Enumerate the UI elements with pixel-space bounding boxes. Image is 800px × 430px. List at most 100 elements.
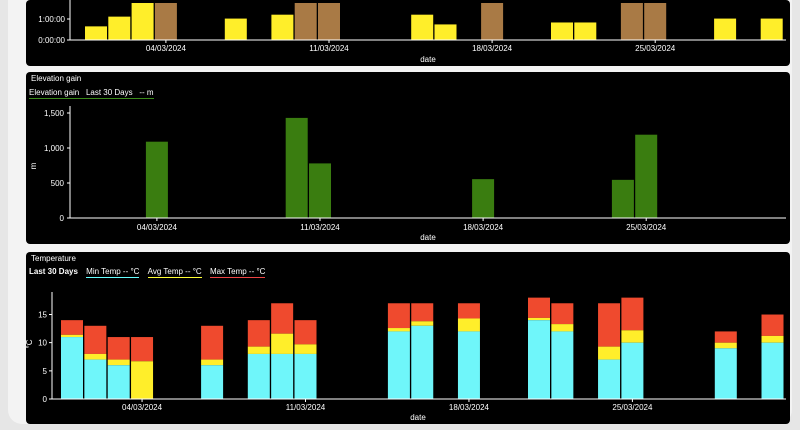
x-tick-label: 11/03/2024 (300, 223, 340, 232)
temperature-legend: Last 30 Days Min Temp -- °C Avg Temp -- … (29, 267, 266, 278)
elevation-bar[interactable] (635, 134, 658, 218)
x-tick-label: 04/03/2024 (122, 403, 163, 412)
min-temp-segment[interactable] (598, 359, 621, 399)
avg-temp-segment[interactable] (761, 335, 784, 343)
min-temp-segment[interactable] (247, 353, 270, 399)
avg-temp-segment[interactable] (528, 317, 550, 321)
duration-bar[interactable] (481, 3, 504, 40)
x-axis-label: date (420, 233, 436, 242)
duration-bar[interactable] (294, 3, 317, 40)
max-temp-segment[interactable] (411, 303, 434, 322)
panel-title: Elevation gain (31, 74, 82, 83)
min-temp-segment[interactable] (528, 320, 550, 399)
duration-bar[interactable] (620, 3, 643, 40)
max-temp-segment[interactable] (387, 303, 410, 329)
x-axis-label: date (420, 55, 436, 64)
duration-bar[interactable] (318, 3, 340, 40)
max-temp-segment[interactable] (457, 303, 480, 319)
avg-temp-segment[interactable] (598, 346, 621, 360)
x-tick-label: 18/03/2024 (463, 223, 504, 232)
avg-temp-segment[interactable] (107, 359, 130, 366)
avg-temp-segment[interactable] (201, 359, 224, 366)
legend-series-label: Elevation gain (29, 88, 80, 97)
max-temp-segment[interactable] (247, 320, 270, 347)
avg-temp-segment[interactable] (247, 346, 270, 354)
panel-title: Temperature (31, 254, 76, 263)
duration-bar[interactable] (85, 26, 107, 40)
min-temp-segment[interactable] (551, 331, 574, 399)
elevation-bar[interactable] (145, 141, 168, 218)
duration-bar[interactable] (714, 18, 737, 40)
duration-bar[interactable] (760, 18, 783, 40)
y-tick-label: 10 (38, 339, 47, 348)
legend-min-temp[interactable]: Min Temp -- °C (86, 267, 140, 278)
duration-bar[interactable] (108, 16, 131, 40)
y-tick-label: 1:00:00 (38, 15, 65, 24)
legend-max-temp[interactable]: Max Temp -- °C (209, 267, 266, 278)
elevation-bar[interactable] (472, 179, 495, 218)
max-temp-segment[interactable] (761, 314, 784, 336)
min-temp-segment[interactable] (271, 353, 294, 399)
max-temp-segment[interactable] (201, 325, 224, 360)
min-temp-segment[interactable] (387, 331, 410, 399)
avg-temp-segment[interactable] (411, 321, 434, 326)
min-temp-segment[interactable] (761, 342, 784, 399)
min-temp-segment[interactable] (107, 365, 130, 399)
max-temp-segment[interactable] (598, 303, 621, 347)
legend-range: Last 30 Days (29, 267, 78, 276)
max-temp-segment[interactable] (551, 303, 574, 325)
x-tick-label: 25/03/2024 (612, 403, 653, 412)
x-tick-label: 04/03/2024 (146, 44, 187, 53)
min-temp-segment[interactable] (61, 337, 83, 399)
max-temp-segment[interactable] (84, 325, 107, 354)
duration-bar[interactable] (551, 22, 573, 40)
max-temp-segment[interactable] (528, 297, 550, 318)
avg-temp-segment[interactable] (131, 361, 154, 399)
duration-bar[interactable] (434, 24, 457, 40)
elevation-legend[interactable]: Elevation gain Last 30 Days -- m (29, 88, 154, 99)
x-axis-label: date (410, 413, 426, 422)
elevation-bars (145, 117, 658, 218)
avg-temp-segment[interactable] (714, 342, 737, 349)
max-temp-segment[interactable] (107, 337, 130, 360)
min-temp-segment[interactable] (84, 359, 107, 399)
y-tick-label: 15 (38, 311, 47, 320)
legend-value: -- m (139, 88, 154, 97)
elevation-bar[interactable] (285, 117, 308, 218)
duration-bar[interactable] (411, 14, 434, 40)
avg-temp-segment[interactable] (84, 353, 107, 360)
max-temp-segment[interactable] (271, 303, 294, 334)
min-temp-segment[interactable] (714, 348, 737, 399)
min-temp-segment[interactable] (201, 365, 224, 399)
min-temp-segment[interactable] (411, 325, 434, 399)
x-tick-label: 25/03/2024 (635, 44, 676, 53)
legend-avg-temp[interactable]: Avg Temp -- °C (147, 267, 202, 278)
avg-temp-segment[interactable] (387, 328, 410, 332)
y-tick-label: 500 (51, 179, 65, 188)
avg-temp-segment[interactable] (551, 324, 574, 332)
duration-bar[interactable] (131, 3, 154, 40)
duration-bar[interactable] (271, 14, 294, 40)
x-tick-label: 18/03/2024 (449, 403, 490, 412)
elevation-chart-panel: Elevation gain Elevation gain Last 30 Da… (26, 72, 790, 244)
duration-bar[interactable] (154, 3, 177, 40)
max-temp-segment[interactable] (131, 337, 154, 362)
duration-bar[interactable] (224, 18, 247, 40)
max-temp-segment[interactable] (61, 320, 83, 335)
avg-temp-segment[interactable] (294, 344, 317, 354)
duration-bar[interactable] (574, 22, 597, 40)
avg-temp-segment[interactable] (61, 334, 83, 338)
elevation-bar[interactable] (309, 163, 331, 218)
avg-temp-segment[interactable] (457, 318, 480, 332)
avg-temp-segment[interactable] (271, 333, 294, 354)
duration-bar[interactable] (644, 3, 667, 40)
max-temp-segment[interactable] (621, 297, 644, 331)
min-temp-segment[interactable] (457, 331, 480, 399)
y-tick-label: 0 (43, 395, 48, 404)
max-temp-segment[interactable] (714, 331, 737, 343)
min-temp-segment[interactable] (294, 353, 317, 399)
avg-temp-segment[interactable] (621, 330, 644, 343)
max-temp-segment[interactable] (294, 320, 317, 345)
min-temp-segment[interactable] (621, 342, 644, 399)
elevation-bar[interactable] (611, 179, 634, 218)
